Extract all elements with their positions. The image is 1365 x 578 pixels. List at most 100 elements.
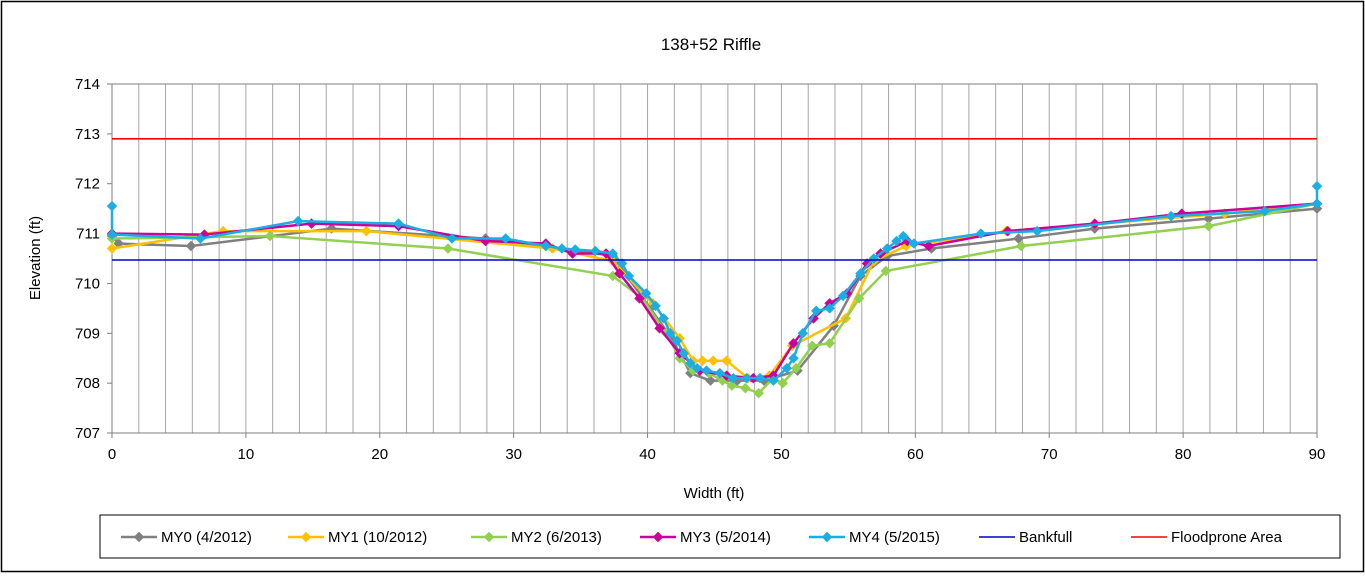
x-axis-title: Width (ft)	[684, 485, 745, 502]
data-point	[500, 233, 511, 244]
data-point	[614, 268, 625, 279]
data-point	[1031, 225, 1043, 237]
legend-marker	[133, 531, 145, 543]
legend-marker	[300, 531, 312, 543]
data-point	[634, 293, 645, 304]
data-point	[658, 312, 669, 324]
data-point	[393, 218, 404, 229]
data-point	[975, 228, 987, 239]
x-tick-label: 60	[907, 446, 924, 463]
data-point	[685, 357, 696, 369]
series-my4-5-2015	[106, 180, 1323, 387]
data-point	[446, 233, 458, 244]
data-point	[607, 248, 619, 259]
data-point	[705, 375, 716, 387]
legend-item-bankfull: Bankfull	[979, 529, 1072, 546]
y-tick-label: 707	[75, 425, 100, 442]
legend-label: MY2 (6/2013)	[511, 529, 602, 546]
data-point	[806, 340, 818, 352]
data-point	[442, 243, 454, 254]
data-point	[790, 362, 802, 374]
legend-marker	[483, 531, 495, 543]
legend-item-my4-5-2015: MY4 (5/2015)	[809, 529, 940, 546]
data-point	[1165, 210, 1177, 222]
data-point	[664, 327, 676, 339]
y-tick-label: 708	[75, 375, 100, 392]
data-point	[540, 240, 552, 252]
y-axis-title: Elevation (ft)	[27, 216, 44, 300]
data-point	[556, 243, 568, 254]
data-point	[714, 367, 726, 379]
legend-marker	[821, 531, 833, 543]
tick-layer: 0 10 20 30 40 50 60 70 80 90 707 708 709 710 711 712 713…	[75, 76, 1325, 463]
data-point	[810, 305, 822, 317]
data-point	[623, 270, 635, 282]
data-point	[824, 337, 835, 349]
data-point	[754, 372, 766, 384]
legend-label: MY0 (4/2012)	[161, 529, 252, 546]
data-point	[855, 268, 866, 279]
x-tick-label: 10	[238, 446, 255, 463]
data-point	[1015, 240, 1027, 252]
data-point	[361, 225, 372, 237]
y-tick-label: 710	[75, 275, 100, 292]
data-point	[897, 230, 909, 242]
data-point	[650, 300, 661, 312]
data-point	[891, 235, 902, 247]
data-point	[824, 303, 835, 314]
data-point	[106, 200, 118, 212]
x-tick-label: 70	[1041, 446, 1058, 463]
legend-item-my0-4-2012: MY0 (4/2012)	[121, 529, 252, 546]
x-tick-label: 0	[108, 446, 116, 463]
legend-item-my2-6-2013: MY2 (6/2013)	[471, 529, 602, 546]
data-point	[881, 243, 893, 254]
data-point	[781, 362, 793, 374]
data-point	[671, 335, 683, 347]
data-point	[739, 382, 751, 394]
legend-item-floodprone-area: Floodprone Area	[1131, 529, 1283, 546]
data-point	[701, 365, 712, 377]
data-point	[106, 229, 118, 240]
y-tick-label: 711	[76, 226, 100, 243]
legend-marker	[652, 531, 664, 543]
x-tick-label: 50	[773, 446, 790, 463]
data-point	[195, 233, 206, 244]
x-tick-label: 20	[371, 446, 388, 463]
data-point	[753, 387, 765, 399]
y-tick-label: 714	[75, 76, 100, 93]
x-tick-label: 30	[505, 446, 522, 463]
plot-area-border	[111, 83, 1318, 434]
legend: MY0 (4/2012) MY1 (10/2012) MY2 (6/2013) MY3…	[121, 529, 1283, 546]
data-point	[292, 215, 304, 227]
legend-label: MY3 (5/2014)	[680, 529, 771, 546]
data-point	[691, 362, 703, 374]
chart-title: 138+52 Riffle	[661, 35, 761, 54]
data-point	[1311, 198, 1323, 210]
y-tick-label: 713	[75, 126, 100, 143]
y-tick-label: 709	[75, 325, 100, 342]
data-point	[853, 293, 865, 304]
data-point	[721, 355, 732, 367]
legend-label: Bankfull	[1019, 529, 1072, 546]
x-tick-label: 80	[1175, 446, 1192, 463]
data-point	[589, 245, 601, 257]
data-point	[768, 375, 779, 387]
data-point	[1311, 180, 1323, 192]
data-point	[726, 380, 738, 391]
legend-label: MY1 (10/2012)	[328, 529, 427, 546]
data-point	[741, 372, 752, 384]
data-point	[616, 258, 628, 269]
y-tick-label: 712	[75, 176, 100, 193]
data-point	[707, 355, 719, 367]
data-point	[788, 352, 799, 364]
legend-item-my1-10-2012: MY1 (10/2012)	[288, 529, 427, 546]
data-point	[797, 327, 809, 339]
data-point	[727, 372, 739, 384]
line-layer	[106, 138, 1323, 399]
data-point	[880, 265, 892, 277]
data-point	[185, 240, 197, 252]
data-point	[678, 347, 690, 359]
data-point	[569, 244, 581, 255]
